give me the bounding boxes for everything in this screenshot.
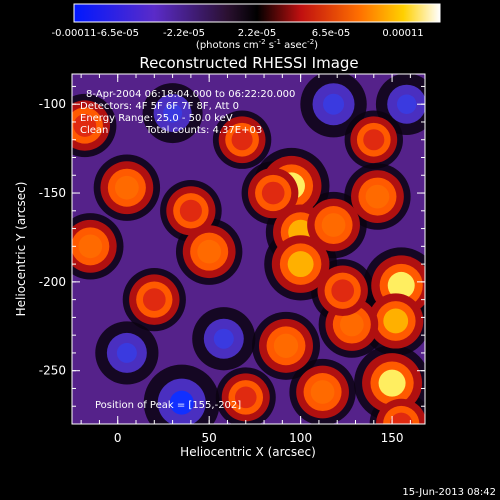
y-axis-label: Heliocentric Y (arcsec)	[14, 182, 28, 317]
colorbar-tick-label: 0.00011	[382, 28, 423, 39]
heat-spot-core	[321, 213, 346, 237]
heat-spot-core	[78, 234, 103, 259]
plot-frame	[71, 73, 426, 425]
heat-spot-core	[142, 288, 166, 311]
y-tick-label: -200	[39, 275, 66, 289]
heat-spot-core	[197, 239, 222, 264]
annotation-algorithm: Clean	[80, 125, 108, 136]
heat-spot-core	[363, 129, 385, 151]
colorbar-ticks: -0.00011 -6.5e-05 -2.2e-05 2.2e-05 6.5e-05 0.…	[52, 28, 424, 39]
y-tick-label: -250	[39, 364, 66, 378]
x-tick-label: 100	[289, 431, 312, 445]
heat-spot-core	[273, 333, 299, 358]
y-tick-label: -100	[39, 97, 66, 111]
heat-spot-core	[310, 380, 335, 404]
colorbar-tick-label: -0.00011	[52, 28, 97, 39]
footer-timestamp: 15-Jun-2013 08:42	[402, 487, 496, 498]
heat-spot-core	[387, 271, 415, 299]
colorbar-unit-label: (photons cm-2 s-1 asec-2)	[196, 38, 318, 51]
heat-spot-core	[389, 412, 413, 424]
peak-position-label: Position of Peak = [155,-202]	[95, 400, 241, 411]
heat-spot-core	[261, 181, 285, 205]
x-tick-label: 50	[202, 431, 217, 445]
colorbar-tick-label: -6.5e-05	[97, 28, 139, 39]
colorbar-tick-label: 2.2e-05	[238, 28, 276, 39]
heat-spot-core	[378, 369, 406, 397]
chart-title: Reconstructed RHESSI Image	[139, 54, 358, 72]
annotation-detectors: Detectors: 4F 5F 6F 7F 8F, Att 0	[80, 101, 239, 112]
heat-spot-core	[231, 129, 253, 151]
colorbar-gradient	[73, 3, 441, 23]
cold-spot-core	[323, 93, 345, 115]
heat-spot-core	[331, 279, 355, 303]
heat-spot-core	[339, 312, 364, 337]
heatmap-image	[72, 74, 425, 424]
axes: 0 50 100 150 -100 -150 -200 -250	[39, 74, 425, 445]
heat-spot-core	[179, 199, 202, 222]
colorbar-tick-label: 6.5e-05	[312, 28, 350, 39]
annotation-time-range: 8-Apr-2004 06:18:04.000 to 06:22:20.000	[86, 89, 295, 100]
y-tick-label: -150	[39, 186, 66, 200]
cold-spot-core	[169, 390, 194, 415]
heat-spot-core	[73, 114, 97, 137]
annotation-block: 8-Apr-2004 06:18:04.000 to 06:22:20.000 …	[80, 89, 295, 411]
annotation-energy-range: Energy Range: 25.0 - 50.0 keV	[80, 113, 233, 124]
cold-spot-core	[213, 328, 234, 349]
x-tick-label: 0	[114, 431, 122, 445]
cold-spot-core	[396, 94, 417, 114]
x-tick-label: 150	[381, 431, 404, 445]
heat-spot-core	[114, 175, 139, 200]
colorbar: -0.00011 -6.5e-05 -2.2e-05 2.2e-05 6.5e-05 0.…	[52, 3, 441, 51]
heat-spot-core	[365, 184, 390, 209]
cold-spot-core	[163, 103, 183, 123]
x-axis-label: Heliocentric X (arcsec)	[180, 445, 316, 459]
cold-spot-core	[116, 342, 137, 363]
heat-spot-core	[383, 308, 409, 334]
heat-spot-core	[234, 386, 257, 409]
heat-spot-core	[287, 251, 314, 278]
colorbar-tick-label: -2.2e-05	[163, 28, 205, 39]
annotation-total-counts: Total counts: 4.37E+03	[145, 125, 262, 136]
